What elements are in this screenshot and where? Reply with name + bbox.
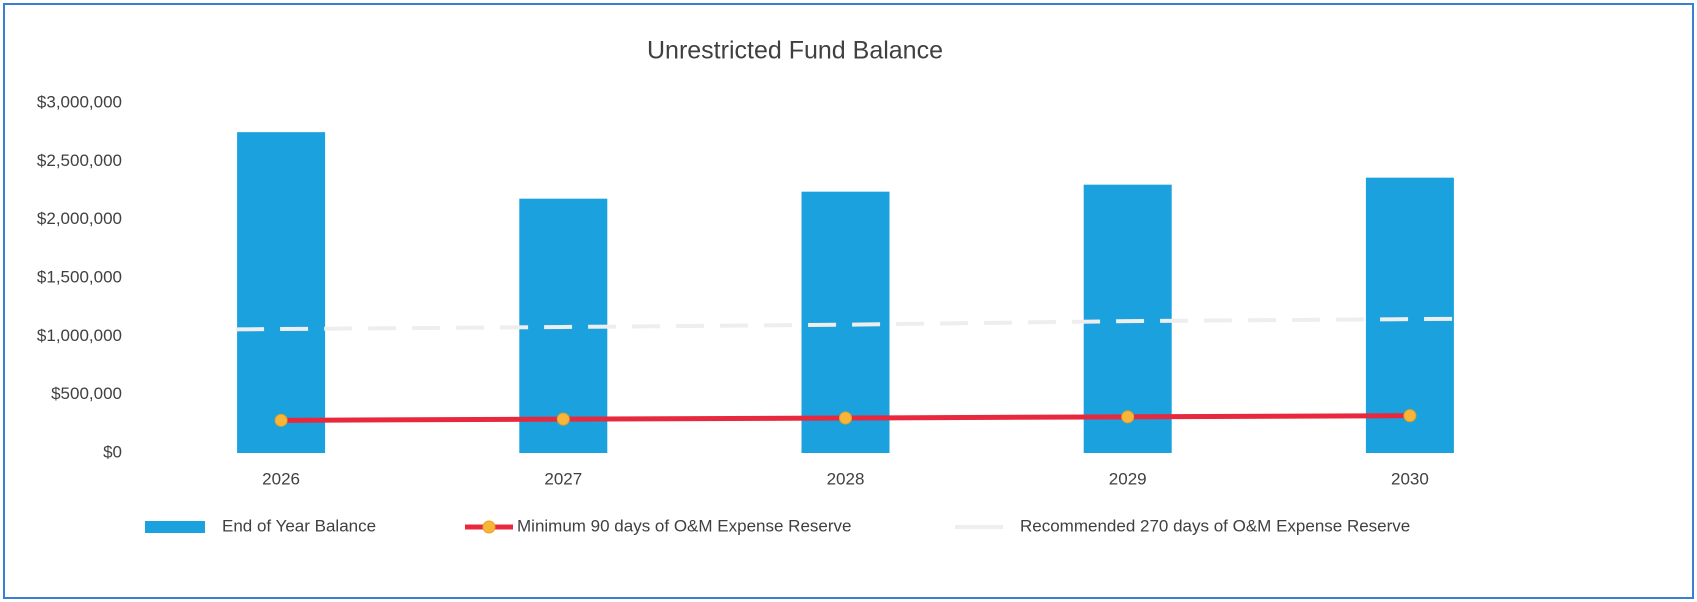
legend-swatch [145, 521, 205, 533]
marker [556, 412, 570, 426]
legend-label: End of Year Balance [222, 516, 376, 535]
bar [1365, 177, 1454, 453]
x-tick-label: 2027 [544, 469, 582, 488]
legend-label: Recommended 270 days of O&M Expense Rese… [1020, 516, 1410, 535]
y-tick-label: $3,000,000 [37, 92, 122, 111]
y-tick-label: $1,000,000 [37, 326, 122, 345]
x-tick-label: 2026 [262, 469, 300, 488]
y-tick-label: $2,500,000 [37, 151, 122, 170]
y-tick-label: $500,000 [51, 384, 122, 403]
chart-title: Unrestricted Fund Balance [647, 37, 943, 65]
y-tick-label: $1,500,000 [37, 267, 122, 286]
x-tick-label: 2028 [827, 469, 865, 488]
marker [1121, 410, 1135, 424]
marker [274, 413, 288, 427]
y-tick-label: $0 [103, 442, 122, 461]
x-tick-label: 2029 [1109, 469, 1147, 488]
legend-marker [482, 520, 496, 534]
legend-label: Minimum 90 days of O&M Expense Reserve [517, 516, 851, 535]
marker [1403, 409, 1417, 423]
x-tick-label: 2030 [1391, 469, 1429, 488]
bar [237, 132, 326, 453]
y-tick-label: $2,000,000 [37, 209, 122, 228]
marker [839, 411, 852, 425]
bar [1083, 184, 1172, 453]
